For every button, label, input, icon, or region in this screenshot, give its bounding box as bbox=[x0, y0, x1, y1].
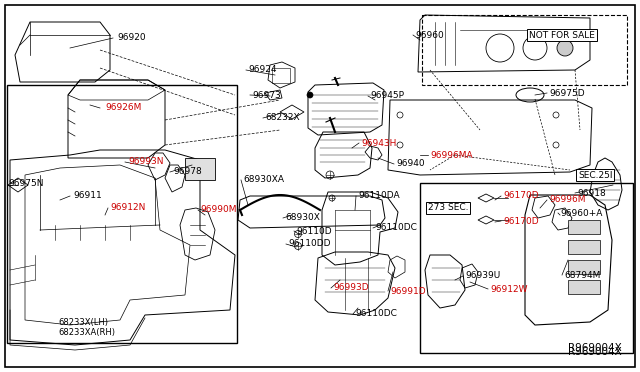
Circle shape bbox=[557, 40, 573, 56]
Text: 68232X: 68232X bbox=[265, 113, 300, 122]
Text: 96975D: 96975D bbox=[549, 89, 584, 97]
Text: 96996M: 96996M bbox=[549, 196, 586, 205]
Text: 96918: 96918 bbox=[577, 189, 605, 198]
Text: 96912N: 96912N bbox=[110, 203, 145, 212]
Text: 273 SEC.: 273 SEC. bbox=[428, 203, 468, 212]
Text: 96993D: 96993D bbox=[333, 283, 369, 292]
Bar bbox=[185, 158, 215, 180]
Text: 96990M: 96990M bbox=[200, 205, 237, 215]
Text: 68930X: 68930X bbox=[285, 214, 320, 222]
Text: 96924: 96924 bbox=[248, 65, 276, 74]
Text: R969004X: R969004X bbox=[568, 347, 621, 357]
Text: 68930XA: 68930XA bbox=[243, 176, 284, 185]
Text: 96170D: 96170D bbox=[503, 192, 539, 201]
Bar bbox=[422, 15, 627, 85]
Text: SEC.25I: SEC.25I bbox=[578, 170, 612, 180]
Text: 96926M: 96926M bbox=[105, 103, 141, 112]
Text: 96920: 96920 bbox=[117, 33, 146, 42]
Bar bbox=[7, 85, 237, 343]
Text: 96960+A: 96960+A bbox=[560, 208, 602, 218]
Text: 96170D: 96170D bbox=[503, 217, 539, 225]
Text: 96978: 96978 bbox=[173, 167, 202, 176]
Text: 96975N: 96975N bbox=[8, 179, 44, 187]
Text: 96960: 96960 bbox=[415, 31, 444, 39]
Text: 96943H: 96943H bbox=[361, 138, 396, 148]
Text: 96993N: 96993N bbox=[128, 157, 163, 167]
Text: 96110DA: 96110DA bbox=[358, 192, 399, 201]
Bar bbox=[568, 220, 600, 234]
Text: 96991D: 96991D bbox=[390, 286, 426, 295]
Text: 96110D: 96110D bbox=[296, 227, 332, 235]
Text: 96945P: 96945P bbox=[370, 92, 404, 100]
Bar bbox=[568, 280, 600, 294]
Bar bbox=[420, 183, 633, 353]
Bar bbox=[272, 68, 290, 83]
Text: 96996MA: 96996MA bbox=[430, 151, 472, 160]
Text: 96973: 96973 bbox=[252, 90, 281, 99]
Text: 96110DD: 96110DD bbox=[288, 240, 330, 248]
Text: 96940: 96940 bbox=[396, 160, 424, 169]
Text: 68794M: 68794M bbox=[564, 270, 600, 279]
Text: 96911: 96911 bbox=[73, 192, 102, 201]
Text: 96110DC: 96110DC bbox=[375, 224, 417, 232]
Circle shape bbox=[307, 92, 313, 98]
Text: 68233XA(RH): 68233XA(RH) bbox=[58, 328, 115, 337]
Text: 68233X(LH): 68233X(LH) bbox=[58, 318, 108, 327]
Text: NOT FOR SALE: NOT FOR SALE bbox=[529, 31, 595, 39]
Text: 96939U: 96939U bbox=[465, 272, 500, 280]
Text: R969004X: R969004X bbox=[568, 343, 621, 353]
Bar bbox=[568, 240, 600, 254]
Text: 96912W: 96912W bbox=[490, 285, 527, 294]
Text: 96110DC: 96110DC bbox=[355, 310, 397, 318]
Bar bbox=[568, 260, 600, 274]
